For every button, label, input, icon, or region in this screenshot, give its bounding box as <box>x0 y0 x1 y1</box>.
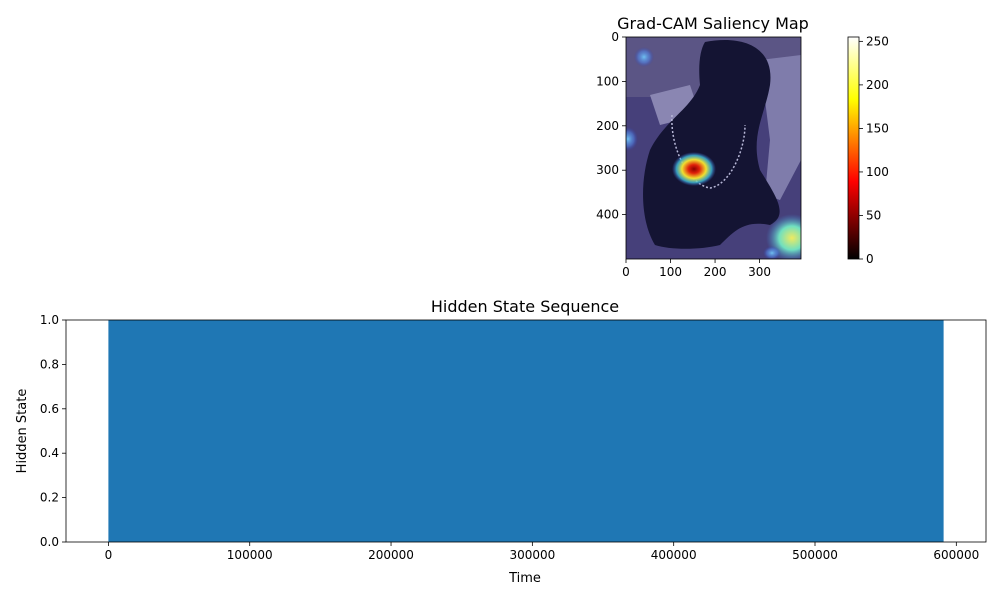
saliency-map-title: Grad-CAM Saliency Map <box>617 14 809 33</box>
hidden-state-area <box>108 320 944 542</box>
hidden-state-y-tick-label: 0.4 <box>40 446 59 460</box>
colorbar-tick-label: 250 <box>866 34 889 48</box>
heatmap-y-tick-label: 0 <box>611 30 619 44</box>
saliency-map-panel: Grad-CAM Saliency Map 0 100 200 300 0 100 200… <box>596 14 889 279</box>
hidden-state-x-tick-label: 0 <box>105 548 113 562</box>
hidden-state-y-tick-label: 0.2 <box>40 491 59 505</box>
hotspot-left-edge <box>626 127 638 151</box>
hotspot-primary <box>672 152 716 186</box>
hidden-state-y-tick-label: 0.0 <box>40 535 59 549</box>
colorbar-tick-label: 200 <box>866 78 889 92</box>
hidden-state-x-tick-label: 300000 <box>509 548 555 562</box>
heatmap-x-tick-label: 300 <box>748 265 771 279</box>
hidden-state-panel: Hidden State Sequence 0 100000 200000 30000… <box>15 297 987 586</box>
hidden-state-x-tick-label: 200000 <box>368 548 414 562</box>
hidden-state-x-tick-label: 500000 <box>792 548 838 562</box>
scene-leash <box>671 114 746 189</box>
colorbar-tick-label: 150 <box>866 121 889 135</box>
hotspot-top-left <box>634 47 654 67</box>
heatmap-x-tick-label: 0 <box>622 265 630 279</box>
scene-person-leg <box>760 55 801 200</box>
colorbar <box>847 36 860 260</box>
hidden-state-xlabel: Time <box>508 571 541 586</box>
hidden-state-y-axis: 0.0 0.2 0.4 0.6 0.8 1.0 <box>40 313 66 549</box>
hidden-state-y-tick-label: 0.6 <box>40 402 59 416</box>
hidden-state-x-tick-label: 600000 <box>933 548 979 562</box>
scene-dog <box>643 39 780 249</box>
hidden-state-y-tick-label: 1.0 <box>40 313 59 327</box>
hidden-state-x-tick-label: 100000 <box>227 548 273 562</box>
colorbar-tick-label: 50 <box>866 208 881 222</box>
saliency-image <box>626 37 801 259</box>
heatmap-frame <box>625 36 802 260</box>
heatmap-y-tick-label: 200 <box>596 119 619 133</box>
heatmap-y-tick-label: 400 <box>596 208 619 222</box>
heatmap-x-tick-label: 100 <box>659 265 682 279</box>
hidden-state-x-axis: 0 100000 200000 300000 400000 500000 600000 <box>105 542 979 562</box>
hotspot-bottom <box>763 246 781 259</box>
heatmap-x-axis: 0 100 200 300 <box>622 259 771 279</box>
colorbar-tick-label: 100 <box>866 165 889 179</box>
colorbar-axis: 0 50 100 150 200 250 <box>859 34 889 266</box>
hidden-state-x-tick-label: 400000 <box>651 548 697 562</box>
heatmap-y-tick-label: 300 <box>596 163 619 177</box>
hidden-state-ylabel: Hidden State <box>15 389 30 474</box>
hidden-state-title: Hidden State Sequence <box>431 297 619 316</box>
colorbar-tick-label: 0 <box>866 252 874 266</box>
heatmap-x-tick-label: 200 <box>704 265 727 279</box>
heatmap-y-axis: 0 100 200 300 400 <box>596 30 626 222</box>
hidden-state-frame <box>65 319 987 543</box>
heatmap-y-tick-label: 100 <box>596 74 619 88</box>
hidden-state-y-tick-label: 0.8 <box>40 357 59 371</box>
